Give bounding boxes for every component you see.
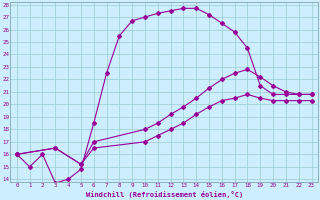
X-axis label: Windchill (Refroidissement éolien,°C): Windchill (Refroidissement éolien,°C): [85, 191, 243, 198]
